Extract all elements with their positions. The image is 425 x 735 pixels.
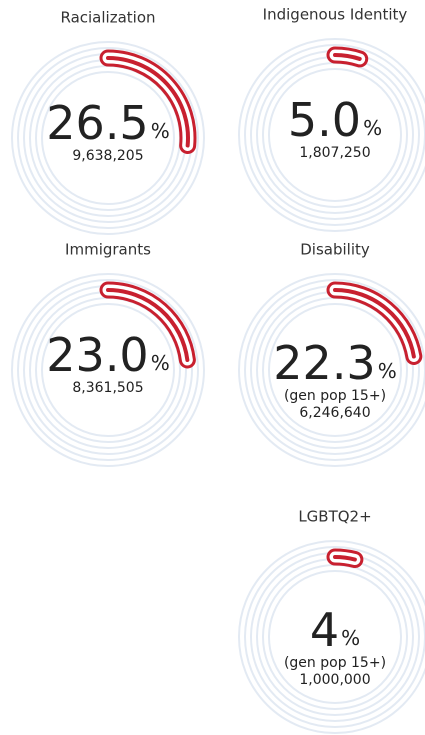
value-unit: % xyxy=(363,116,382,140)
chart-title: Immigrants xyxy=(65,241,151,259)
ring-track xyxy=(238,38,425,232)
value-arc-core xyxy=(333,554,357,562)
note: (gen pop 15+) xyxy=(284,388,386,404)
value-label: 22.3% xyxy=(273,336,396,390)
count-label: 8,361,505 xyxy=(72,380,143,396)
value-arc-core xyxy=(333,53,362,61)
ring-track xyxy=(41,303,175,437)
ring-chart: LGBTQ2+4 %(gen pop 15+)1,000,000 xyxy=(238,508,425,734)
count-label: 1,000,000 xyxy=(299,672,370,688)
chart-title: Racialization xyxy=(60,9,155,27)
chart-title: Indigenous Identity xyxy=(263,6,408,24)
count-label: 1,807,250 xyxy=(299,145,370,161)
count-label: 9,638,205 xyxy=(72,148,143,164)
value-arc-core xyxy=(333,288,416,359)
note: (gen pop 15+) xyxy=(284,655,386,671)
ring-track xyxy=(244,279,425,461)
value-label: 23.0% xyxy=(46,328,169,382)
count-label: 6,246,640 xyxy=(299,405,370,421)
value-arc-core xyxy=(106,56,190,148)
value-number: 22.3 xyxy=(273,336,375,390)
value-number: 23.0 xyxy=(46,328,148,382)
value-number: 5.0 xyxy=(288,93,361,147)
chart-title: Disability xyxy=(300,241,370,259)
chart-title: LGBTQ2+ xyxy=(298,508,371,526)
value-unit: % xyxy=(341,626,360,650)
ring-track xyxy=(11,273,205,467)
value-label: 5.0% xyxy=(288,93,382,147)
ring-track xyxy=(11,41,205,235)
ring-track xyxy=(244,546,425,728)
value-unit: % xyxy=(151,351,170,375)
ring-track xyxy=(268,570,402,704)
value-number: 26.5 xyxy=(46,96,148,150)
value-number: 4 xyxy=(310,603,339,657)
ring-track xyxy=(268,68,402,202)
ring-track xyxy=(238,540,425,734)
ring-track xyxy=(17,47,199,229)
ring-track xyxy=(268,303,402,437)
value-unit: % xyxy=(151,119,170,143)
ring-track xyxy=(238,273,425,467)
ring-track xyxy=(244,44,425,226)
ring-track xyxy=(41,71,175,205)
value-unit: % xyxy=(378,359,397,383)
value-arc-core xyxy=(106,288,190,362)
value-label: 4% xyxy=(310,603,360,657)
value-label: 26.5% xyxy=(46,96,169,150)
ring-track xyxy=(17,279,199,461)
